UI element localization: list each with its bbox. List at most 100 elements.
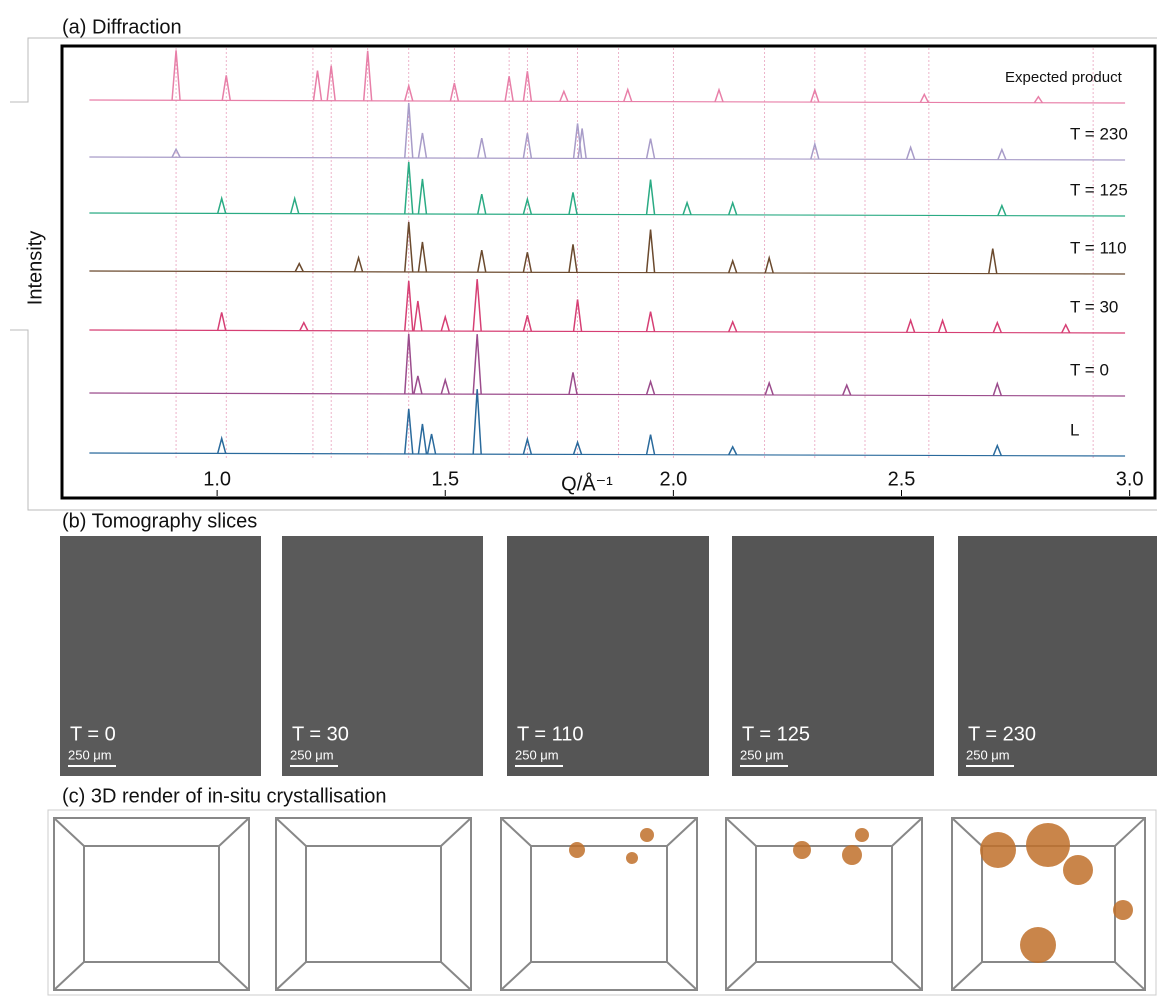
peak — [472, 389, 482, 455]
crystal — [1026, 823, 1070, 867]
tomography-image — [732, 536, 934, 776]
render-box-outer — [725, 817, 923, 991]
peak — [413, 300, 423, 332]
render-box-outer — [275, 817, 472, 991]
peak — [572, 440, 583, 455]
peak — [289, 195, 300, 214]
tomography-image — [60, 536, 261, 776]
peak — [477, 193, 487, 215]
series-label: T = 110 — [1070, 238, 1127, 257]
tomography-image — [282, 536, 483, 776]
crystal — [1020, 927, 1056, 963]
series-label: T = 125 — [1070, 180, 1128, 199]
peak — [417, 132, 428, 159]
crystal — [569, 842, 585, 858]
crystal — [855, 828, 869, 842]
peak — [728, 445, 738, 456]
x-tick-label: 1.5 — [431, 468, 459, 490]
crystal — [626, 852, 638, 864]
peak — [417, 178, 428, 215]
baseline — [89, 452, 1126, 457]
render-box-inner — [755, 845, 893, 963]
peak — [440, 314, 450, 332]
scale-label: 250 μm — [290, 747, 334, 762]
render-box-edges — [951, 817, 1146, 991]
render-box-inner — [305, 845, 442, 963]
peak — [216, 435, 227, 454]
scale-label: 250 μm — [515, 747, 559, 762]
peak — [216, 312, 227, 331]
peak — [810, 87, 820, 103]
peak — [404, 408, 414, 454]
peak — [216, 195, 227, 214]
peak — [522, 133, 533, 159]
peak — [645, 229, 656, 273]
peak — [842, 383, 852, 396]
peak — [645, 379, 656, 395]
render-box-edges — [275, 817, 472, 991]
crystal — [980, 832, 1016, 868]
peak — [559, 89, 569, 102]
crystal — [1063, 855, 1093, 885]
peak — [404, 161, 414, 214]
scale-label: 250 μm — [740, 747, 784, 762]
slice-label: T = 230 — [968, 723, 1036, 745]
peak — [997, 147, 1007, 160]
peak — [577, 128, 587, 159]
peak — [362, 50, 373, 101]
peak — [171, 147, 181, 158]
peak — [477, 250, 487, 273]
slice-label: T = 110 — [517, 723, 584, 745]
peak — [992, 320, 1003, 333]
peak — [764, 380, 774, 396]
peak — [919, 92, 929, 103]
render-box-inner — [530, 845, 668, 963]
tomography-image — [958, 536, 1157, 776]
peak — [404, 333, 414, 394]
peak — [810, 141, 820, 160]
render-box-edges — [500, 817, 698, 991]
peak — [417, 241, 428, 273]
peak — [312, 70, 323, 101]
peak — [937, 318, 948, 333]
x-axis-label: Q/Å⁻¹ — [561, 472, 613, 495]
peak — [417, 423, 428, 455]
x-tick-label: 1.0 — [203, 468, 231, 490]
peak — [988, 248, 998, 274]
peak — [472, 334, 482, 395]
peak — [682, 200, 692, 215]
slice-label: T = 0 — [70, 723, 116, 745]
series-label: T = 230 — [1070, 124, 1128, 143]
baseline — [89, 392, 1126, 397]
peak — [727, 200, 738, 216]
render-box-outer — [951, 817, 1146, 991]
peak — [440, 377, 450, 395]
peak — [905, 318, 916, 333]
render-box-outer — [53, 817, 250, 991]
baseline — [89, 156, 1126, 161]
render-box-edges — [53, 817, 250, 991]
x-tick-label: 2.0 — [659, 468, 687, 490]
peak — [404, 83, 414, 102]
peak — [353, 255, 364, 272]
scale-label: 250 μm — [68, 747, 112, 762]
peak — [294, 261, 304, 272]
peak — [413, 375, 423, 395]
render-box-inner — [83, 845, 220, 963]
peak — [727, 258, 738, 274]
peak — [472, 279, 482, 332]
render-box-edges — [725, 817, 923, 991]
x-tick-label: 2.5 — [888, 468, 916, 490]
baseline — [89, 99, 1126, 104]
render-frame — [47, 809, 1157, 996]
peak — [221, 75, 231, 101]
crystal — [1113, 900, 1133, 920]
peak — [727, 319, 738, 333]
panel-title: (c) 3D render of in-situ crystallisation — [62, 785, 387, 807]
peak — [645, 179, 656, 215]
peak — [404, 102, 414, 158]
panel-title: (a) Diffraction — [62, 16, 182, 38]
peak — [997, 203, 1007, 216]
crystal — [793, 841, 811, 859]
